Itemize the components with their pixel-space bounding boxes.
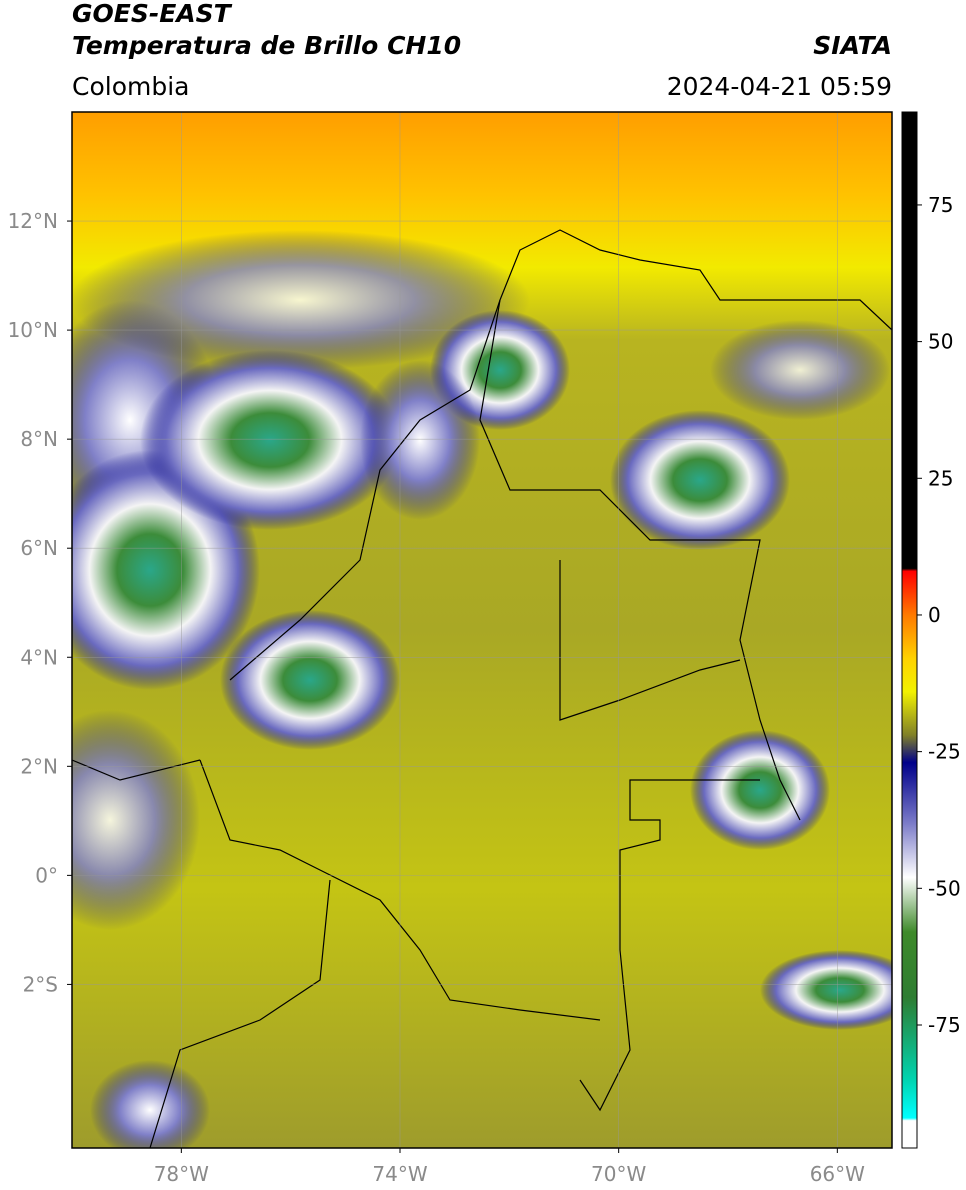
- x-tick-label: 78°W: [154, 1162, 209, 1186]
- y-tick-label: 2°S: [23, 972, 58, 996]
- colorbar-tick-label: -75: [928, 1013, 961, 1037]
- y-tick-label: 6°N: [20, 536, 58, 560]
- cloud: [710, 320, 890, 420]
- graticule: [72, 112, 892, 1148]
- storm: [760, 950, 892, 1030]
- cloud: [90, 1060, 210, 1148]
- colorbar-tick-label: 0: [928, 603, 941, 627]
- y-tick-label: 0°: [35, 863, 58, 887]
- storm: [690, 730, 830, 850]
- region-label: Colombia: [72, 72, 189, 101]
- cloud: [360, 360, 480, 520]
- storm: [610, 410, 790, 550]
- y-tick-label: 4°N: [20, 645, 58, 669]
- storm: [220, 610, 400, 750]
- y-tick-label: 10°N: [8, 318, 58, 342]
- colorbar: [901, 111, 918, 1149]
- datetime-label: 2024-04-21 05:59: [667, 72, 892, 101]
- colorbar-tick-label: -50: [928, 876, 961, 900]
- storm: [140, 350, 400, 530]
- y-tick-label: 12°N: [8, 209, 58, 233]
- cloud: [72, 230, 530, 370]
- colorbar-tick-label: 50: [928, 330, 953, 354]
- borders: [72, 229, 892, 1148]
- satellite-image: [72, 112, 892, 1148]
- satellite-title: GOES-EAST: [72, 0, 233, 28]
- map-frame: [71, 111, 893, 1149]
- x-tick-label: 74°W: [372, 1162, 427, 1186]
- x-tick-label: 70°W: [591, 1162, 646, 1186]
- y-tick-label: 8°N: [20, 427, 58, 451]
- colorbar-tick-label: -25: [928, 740, 961, 764]
- colorbar-tick-label: 75: [928, 193, 953, 217]
- x-tick-label: 66°W: [810, 1162, 865, 1186]
- y-tick-label: 2°N: [20, 754, 58, 778]
- cloud: [72, 710, 200, 930]
- product-title: Temperatura de Brillo CH10: [72, 31, 461, 60]
- colorbar-tick-label: 25: [928, 466, 953, 490]
- source-title: SIATA: [813, 31, 892, 60]
